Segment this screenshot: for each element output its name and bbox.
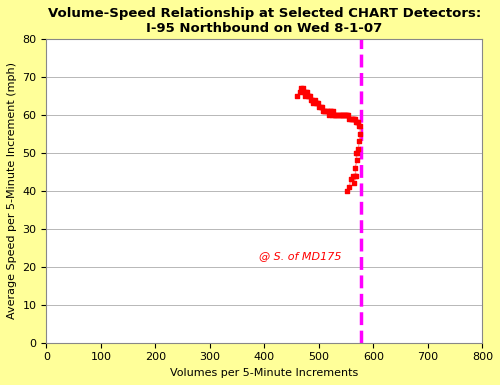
Point: [352, 172, 360, 179]
Point: [315, 104, 323, 110]
Point: [353, 150, 361, 156]
Point: [353, 157, 361, 164]
Point: [354, 119, 362, 126]
Point: [310, 97, 318, 103]
Point: [313, 100, 321, 107]
Point: [332, 112, 340, 118]
Point: [308, 97, 316, 103]
Point: [350, 116, 358, 122]
Point: [338, 112, 346, 118]
Point: [298, 85, 306, 91]
Point: [352, 119, 360, 126]
Point: [305, 93, 313, 99]
Point: [303, 89, 311, 95]
Point: [332, 112, 340, 118]
Point: [348, 116, 356, 122]
Point: [342, 112, 350, 118]
Point: [336, 112, 344, 118]
Point: [318, 104, 326, 110]
Title: Volume-Speed Relationship at Selected CHART Detectors:
I-95 Northbound on Wed 8-: Volume-Speed Relationship at Selected CH…: [48, 7, 481, 35]
Point: [328, 112, 336, 118]
Point: [314, 100, 322, 107]
Point: [346, 116, 354, 122]
Text: @ S. of MD175: @ S. of MD175: [259, 251, 342, 261]
Y-axis label: Average Speed per 5-Minute Increment (mph): Average Speed per 5-Minute Increment (mp…: [7, 62, 17, 319]
Point: [346, 116, 354, 122]
Point: [356, 131, 364, 137]
Point: [356, 138, 364, 144]
Point: [306, 93, 314, 99]
Point: [298, 85, 306, 91]
Point: [322, 108, 330, 114]
Point: [356, 123, 364, 129]
Point: [324, 108, 332, 114]
Point: [334, 112, 342, 118]
Point: [351, 172, 359, 179]
Point: [344, 188, 351, 194]
Point: [296, 89, 304, 95]
Point: [351, 165, 359, 171]
Point: [330, 112, 338, 118]
Point: [348, 116, 356, 122]
Point: [304, 93, 312, 99]
Point: [351, 116, 359, 122]
Point: [354, 146, 362, 152]
Point: [320, 108, 328, 114]
Point: [325, 112, 333, 118]
Point: [308, 97, 316, 103]
X-axis label: Volumes per 5-Minute Increments: Volumes per 5-Minute Increments: [170, 368, 358, 378]
Point: [310, 100, 318, 107]
Point: [339, 112, 347, 118]
Point: [329, 108, 337, 114]
Point: [350, 180, 358, 186]
Point: [317, 104, 325, 110]
Point: [322, 108, 330, 114]
Point: [326, 108, 334, 114]
Point: [302, 89, 310, 95]
Point: [340, 112, 348, 118]
Point: [353, 119, 361, 126]
Point: [352, 150, 360, 156]
Point: [344, 112, 351, 118]
Point: [334, 112, 342, 118]
Point: [346, 184, 354, 190]
Point: [320, 108, 328, 114]
Point: [346, 176, 354, 182]
Point: [300, 89, 308, 95]
Point: [327, 108, 335, 114]
Point: [301, 93, 309, 99]
Point: [344, 112, 352, 118]
Point: [341, 112, 349, 118]
Point: [293, 93, 301, 99]
Point: [348, 172, 356, 179]
Point: [356, 123, 364, 129]
Point: [336, 112, 344, 118]
Point: [312, 100, 320, 107]
